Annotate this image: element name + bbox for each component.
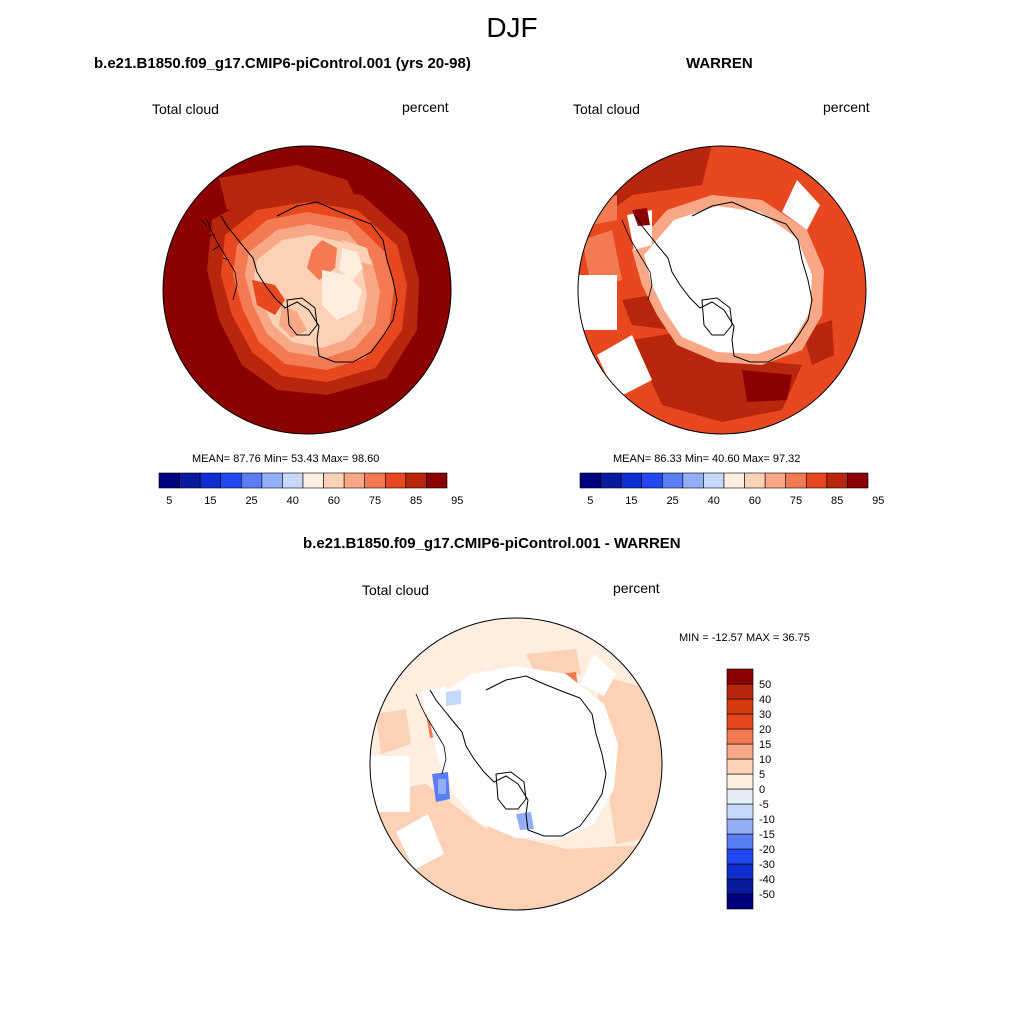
colorbar-model-swatch — [240, 472, 263, 489]
figure-title: DJF — [486, 12, 538, 43]
colorbar-diff-tick-label: -15 — [759, 829, 775, 841]
panel-obs-left-label: Total cloud — [573, 101, 640, 117]
colorbar-obs-swatch — [785, 472, 807, 489]
panel-model-right-label: percent — [402, 99, 449, 115]
colorbar-obs: 5 15 25 40 60 75 85 95 — [579, 472, 884, 507]
colorbar-diff-tick-label: -5 — [759, 799, 769, 811]
colorbar-obs-tick-label: 75 — [790, 495, 802, 507]
colorbar-model-swatch — [179, 472, 201, 489]
colorbar-diff-tick-label: 10 — [759, 754, 771, 766]
colorbar-obs-swatch — [703, 472, 725, 489]
colorbar-obs-tick-label: 60 — [749, 495, 761, 507]
colorbar-diff-swatch — [726, 728, 754, 745]
colorbar-diff-swatch — [726, 863, 754, 880]
panel-obs-title: WARREN — [686, 55, 753, 72]
colorbar-diff-tick-label: 50 — [759, 679, 771, 691]
colorbar-diff-swatch — [726, 848, 754, 865]
colorbar-model-swatch — [405, 472, 427, 489]
colorbar-obs-swatch — [661, 472, 684, 489]
colorbar-model-swatch — [220, 472, 242, 489]
colorbar-obs-swatch — [723, 472, 745, 489]
colorbar-model-swatch — [302, 472, 324, 489]
colorbar-obs-tick-label: 85 — [831, 495, 843, 507]
colorbar-obs-swatch — [600, 472, 622, 489]
panel-model-left-label: Total cloud — [152, 101, 219, 117]
colorbar-diff-tick-label: -10 — [759, 814, 775, 826]
panel-diff-left-label: Total cloud — [362, 582, 429, 598]
panel-obs-right-label: percent — [823, 99, 870, 115]
colorbar-model: 5 15 25 40 60 75 85 95 — [158, 472, 463, 507]
colorbar-model-swatch — [158, 472, 180, 489]
colorbar-obs-tick-label: 95 — [872, 495, 884, 507]
colorbar-diff-tick-label: -50 — [759, 889, 775, 901]
colorbar-diff-tick-label: 20 — [759, 724, 771, 736]
panel-obs-stats: MEAN= 86.33 Min= 40.60 Max= 97.32 — [613, 453, 801, 465]
colorbar-obs-swatch — [641, 472, 663, 489]
colorbar-model-swatch — [282, 472, 304, 489]
colorbar-model-swatch — [384, 472, 407, 489]
colorbar-obs-tick-label: 40 — [708, 495, 720, 507]
colorbar-diff-swatch — [726, 698, 754, 715]
panel-model-title: b.e21.B1850.f09_g17.CMIP6-piControl.001 … — [94, 55, 471, 72]
colorbar-model-tick-label: 25 — [245, 495, 257, 507]
colorbar-model-tick-label: 60 — [328, 495, 340, 507]
colorbar-diff-tick-label: 40 — [759, 694, 771, 706]
colorbar-model-tick-label: 75 — [369, 495, 381, 507]
panel-diff-title: b.e21.B1850.f09_g17.CMIP6-piControl.001 … — [303, 535, 681, 552]
colorbar-diff-swatch — [726, 893, 754, 910]
colorbar-obs-swatch — [744, 472, 766, 489]
colorbar-obs-swatch — [682, 472, 704, 489]
colorbar-model-tick-label: 15 — [204, 495, 216, 507]
colorbar-model-swatch — [426, 472, 448, 489]
colorbar-obs-swatch — [805, 472, 828, 489]
colorbar-diff-swatch — [726, 713, 754, 730]
colorbar-diff-swatch — [726, 668, 754, 685]
map-model — [162, 145, 452, 435]
colorbar-obs-swatch — [847, 472, 869, 489]
colorbar-model-swatch — [261, 472, 283, 489]
colorbar-model-swatch — [364, 472, 386, 489]
colorbar-obs-swatch — [620, 472, 643, 489]
colorbar-diff-swatch — [726, 788, 754, 805]
colorbar-diff-swatch — [726, 773, 754, 790]
colorbar-obs-swatch — [764, 472, 787, 489]
colorbar-model-swatch — [199, 472, 222, 489]
colorbar-diff-swatch — [726, 743, 754, 760]
colorbar-diff-swatch — [726, 758, 754, 775]
colorbar-diff-tick-label: -20 — [759, 844, 775, 856]
colorbar-diff-tick-label: -30 — [759, 859, 775, 871]
colorbar-obs-tick-label: 5 — [587, 495, 593, 507]
colorbar-diff-tick-label: -40 — [759, 874, 775, 886]
colorbar-model-swatch — [323, 472, 345, 489]
colorbar-model-tick-label: 85 — [410, 495, 422, 507]
colorbar-diff-tick-label: 15 — [759, 739, 771, 751]
colorbar-obs-tick-label: 25 — [666, 495, 678, 507]
colorbar-diff-swatch — [726, 683, 754, 700]
colorbar-diff-swatch — [726, 818, 754, 835]
colorbar-model-swatch — [343, 472, 366, 489]
colorbar-diff-tick-label: 0 — [759, 784, 765, 796]
map-diff — [369, 617, 663, 911]
colorbar-model-tick-label: 40 — [287, 495, 299, 507]
colorbar-diff-tick-label: 30 — [759, 709, 771, 721]
colorbar-obs-swatch — [826, 472, 848, 489]
colorbar-diff-swatch — [726, 878, 754, 895]
colorbar-diff-tick-label: 5 — [759, 769, 765, 781]
panel-diff-stats: MIN = -12.57 MAX = 36.75 — [679, 632, 810, 644]
panel-diff-right-label: percent — [613, 580, 660, 596]
colorbar-model-tick-label: 95 — [451, 495, 463, 507]
colorbar-diff-swatch — [726, 803, 754, 820]
colorbar-diff-swatch — [726, 833, 754, 850]
colorbar-model-tick-label: 5 — [166, 495, 172, 507]
colorbar-obs-tick-label: 15 — [625, 495, 637, 507]
map-obs — [577, 145, 867, 435]
panel-model-stats: MEAN= 87.76 Min= 53.43 Max= 98.60 — [192, 453, 380, 465]
colorbar-obs-swatch — [579, 472, 601, 489]
